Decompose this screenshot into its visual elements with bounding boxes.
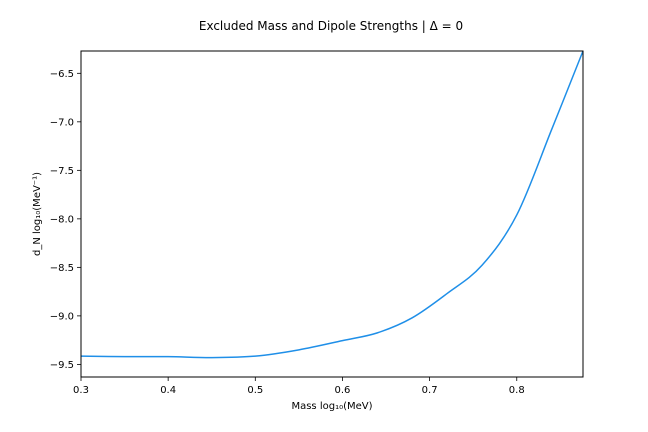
y-tick-label: −7.5 (50, 166, 74, 177)
x-tick-label: 0.6 (335, 385, 351, 396)
y-tick-label: −8.0 (50, 214, 74, 225)
x-tick-label: 0.4 (160, 385, 176, 396)
x-axis-label: Mass log₁₀(MeV) (291, 401, 372, 412)
y-axis: −9.5 −9.0 −8.5 −8.0 −7.5 −7.0 −6.5 (50, 69, 81, 371)
plot-frame (80, 50, 584, 378)
x-tick-label: 0.7 (422, 385, 438, 396)
y-tick-label: −8.5 (50, 263, 74, 274)
x-tick-label: 0.5 (247, 385, 263, 396)
plot-area (80, 50, 584, 359)
y-tick-label: −9.0 (50, 311, 74, 322)
x-tick-label: 0.8 (509, 385, 525, 396)
y-axis-label: d_N log₁₀(MeV⁻¹) (32, 172, 43, 256)
x-axis: 0.3 0.4 0.5 0.6 0.7 0.8 (73, 377, 525, 396)
x-tick-label: 0.3 (73, 385, 89, 396)
chart-title: Excluded Mass and Dipole Strengths | Δ =… (199, 19, 463, 33)
y-tick-label: −9.5 (50, 360, 74, 371)
series-line-0 (80, 50, 584, 359)
y-tick-label: −7.0 (50, 117, 74, 128)
y-tick-label: −6.5 (50, 69, 74, 80)
